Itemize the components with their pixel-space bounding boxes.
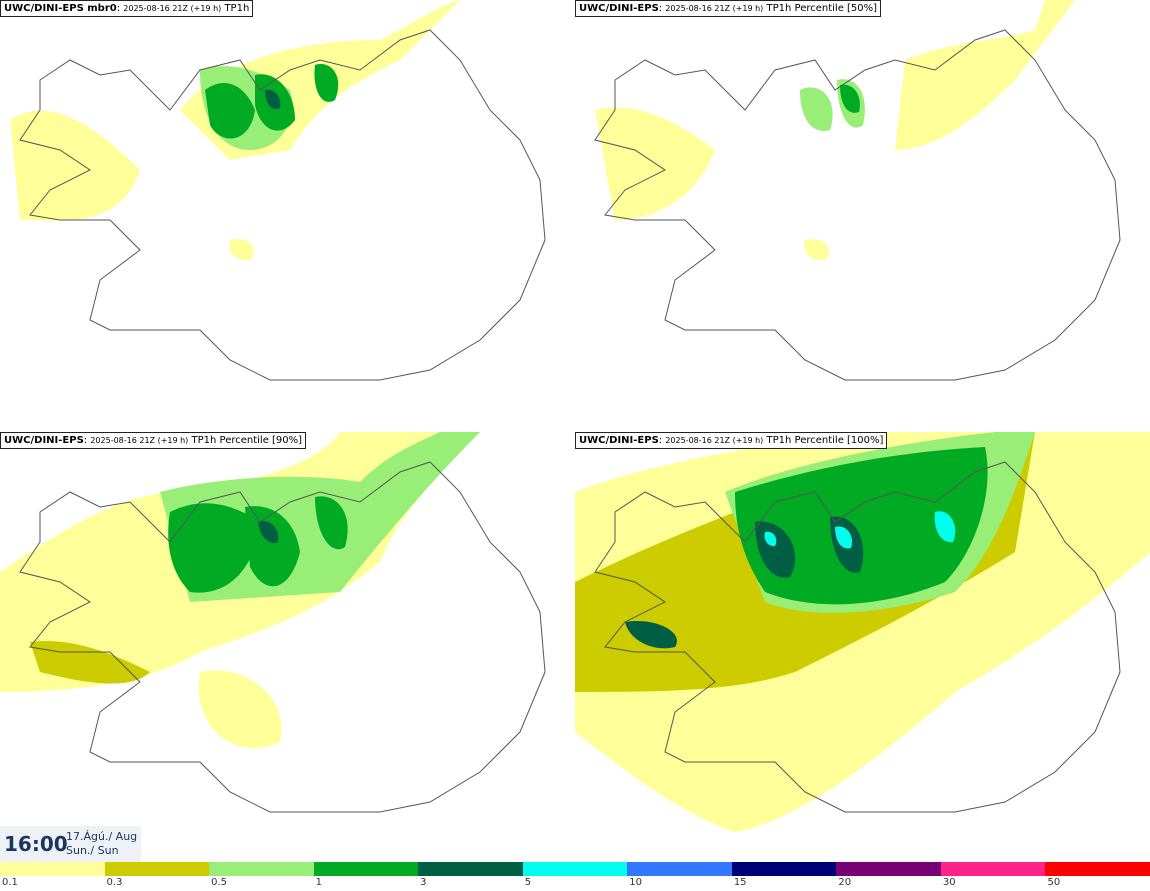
colorbar-tick-label: 5: [524, 877, 532, 888]
coastline: [594, 29, 1121, 381]
valid-time-box: 16:00 17.Ágú./ Aug Sun./ Sun: [0, 826, 141, 862]
coastline: [594, 461, 1121, 813]
colorbar-segment: [731, 862, 837, 876]
panel-title: UWC/DINI-EPS: 2025-08-16 21Z (+19 h) TP1…: [575, 432, 888, 449]
precip-field: [575, 432, 1150, 832]
panel-title: UWC/DINI-EPS: 2025-08-16 21Z (+19 h) TP1…: [575, 0, 882, 17]
valid-time: 16:00: [4, 832, 68, 856]
precip-map: [594, 0, 1121, 381]
colorbar-ticks: 0.1 0.3 0.5 1 3 5 10 15 20 30 50: [0, 876, 1150, 891]
colorbar-tick-label: 50: [1047, 877, 1061, 888]
colorbar-segment: [627, 862, 732, 876]
colorbar-tick-label: 20: [838, 877, 852, 888]
precip-field: [10, 0, 460, 261]
map-panel-percentile-50: UWC/DINI-EPS: 2025-08-16 21Z (+19 h) TP1…: [575, 0, 1150, 432]
colorbar-tick-label: 0.1: [2, 877, 18, 888]
valid-date-line1: 17.Ágú./ Aug: [66, 830, 138, 843]
panel-title: UWC/DINI-EPS: 2025-08-16 21Z (+19 h) TP1…: [0, 432, 307, 449]
colorbar-tick-label: 1: [315, 877, 322, 888]
valid-date-line2: Sun./ Sun: [66, 844, 119, 857]
colorbar-segment: [418, 862, 523, 876]
colorbar-tick-label: 30: [942, 877, 956, 888]
map-panel-mbr0: UWC/DINI-EPS mbr0: 2025-08-16 21Z (+19 h…: [0, 0, 575, 432]
precip-field: [0, 432, 480, 749]
colorbar-segment: [209, 862, 314, 876]
coastline: [19, 461, 546, 813]
colorbar-segment: [522, 862, 628, 876]
coastline: [19, 29, 546, 381]
precip-map: [0, 432, 546, 813]
precip-map: [10, 0, 546, 381]
colorbar-segment: [313, 862, 419, 876]
map-panel-percentile-90: UWC/DINI-EPS: 2025-08-16 21Z (+19 h) TP1…: [0, 432, 575, 864]
colorbar-segment: [940, 862, 1046, 876]
valid-date: 17.Ágú./ Aug Sun./ Sun: [66, 830, 137, 858]
colorbar-tick-label: 0.3: [106, 877, 123, 888]
precip-map: [575, 432, 1150, 832]
precip-field: [595, 0, 1075, 261]
panel-title: UWC/DINI-EPS mbr0: 2025-08-16 21Z (+19 h…: [0, 0, 254, 17]
colorbar-tick-label: 3: [420, 877, 427, 888]
colorbar-segment: [836, 862, 941, 876]
colorbar-tick-label: 15: [733, 877, 747, 888]
colorbar-segment: [0, 862, 105, 876]
colorbar-segment: [1045, 862, 1150, 876]
precip-colorbar: [0, 862, 1150, 876]
colorbar-tick-label: 0.5: [211, 877, 227, 888]
map-panel-percentile-100: UWC/DINI-EPS: 2025-08-16 21Z (+19 h) TP1…: [575, 432, 1150, 864]
colorbar-segment: [104, 862, 210, 876]
colorbar-tick-label: 10: [629, 877, 642, 888]
